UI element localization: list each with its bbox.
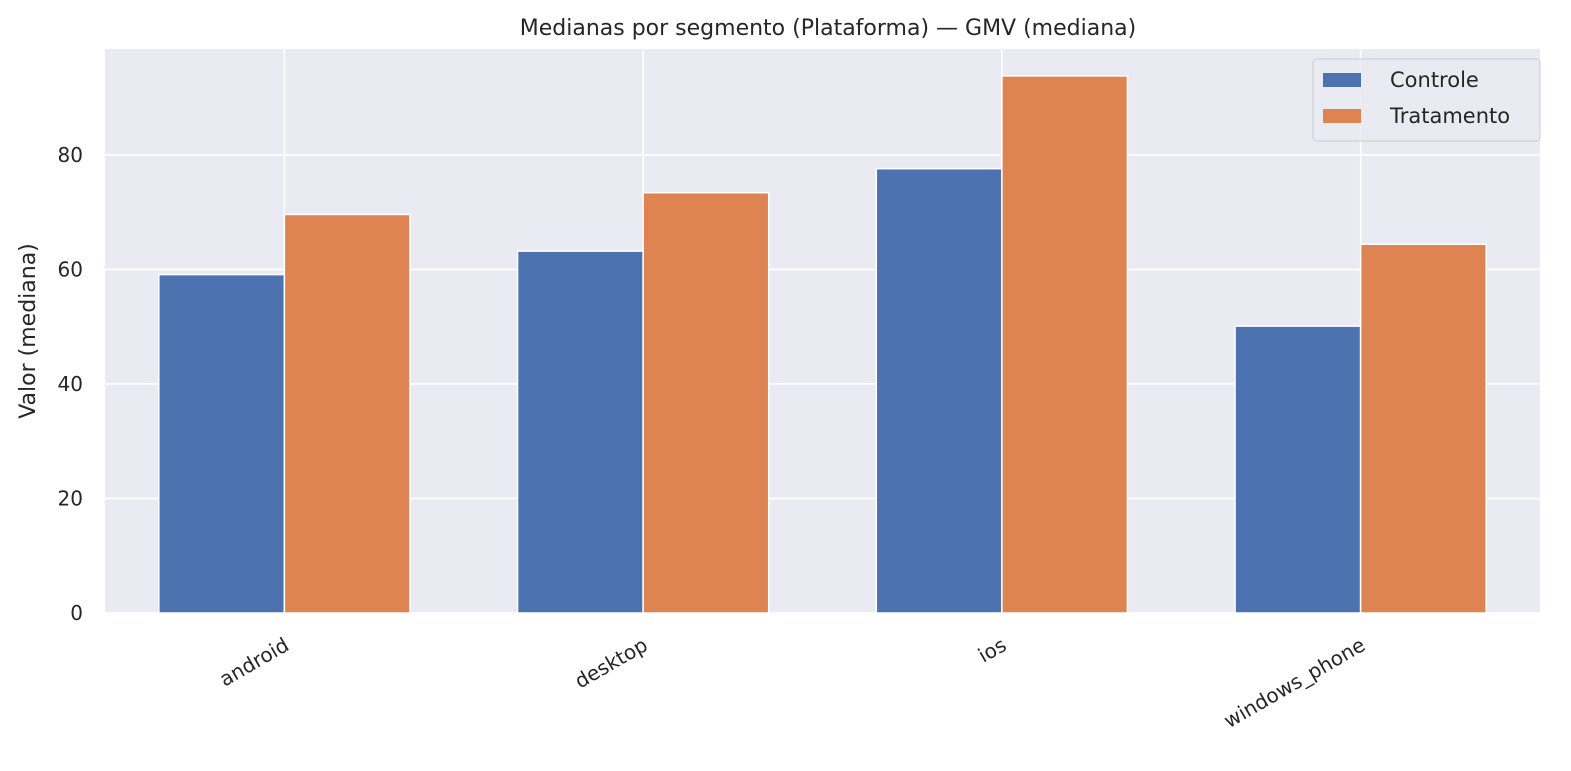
bar-tratamento-windows_phone — [1359, 243, 1487, 614]
x-tick-label: desktop — [571, 633, 652, 694]
chart-title: Medianas por segmento (Plataforma) — GMV… — [520, 16, 1136, 41]
legend-swatch — [1323, 109, 1361, 123]
legend-label: Controle — [1390, 68, 1479, 92]
legend-swatch — [1323, 73, 1361, 87]
bars — [158, 75, 1487, 614]
x-axis-ticks: android desktop ios windows_phone — [215, 633, 1369, 733]
x-tick-label: ios — [974, 633, 1010, 668]
y-tick-label: 40 — [58, 372, 83, 396]
x-tick-label: android — [215, 633, 293, 692]
bar-controle-ios — [875, 167, 1003, 614]
bar-tratamento-android — [283, 213, 411, 614]
x-tick-label: windows_phone — [1220, 633, 1370, 733]
bar-tratamento-desktop — [642, 191, 770, 614]
y-tick-label: 80 — [58, 143, 83, 167]
bar-controle-windows_phone — [1234, 325, 1362, 614]
y-axis-label: Valor (mediana) — [16, 243, 41, 419]
legend: Controle Tratamento — [1312, 58, 1541, 142]
bar-tratamento-ios — [1001, 75, 1129, 614]
bar-controle-android — [158, 273, 286, 614]
legend-box — [1312, 58, 1541, 142]
bar-controle-desktop — [516, 250, 644, 614]
y-tick-label: 60 — [58, 257, 83, 281]
legend-label: Tratamento — [1389, 104, 1510, 128]
y-tick-label: 20 — [58, 486, 83, 510]
y-axis-ticks: 0 20 40 60 80 — [58, 143, 83, 625]
y-tick-label: 0 — [70, 601, 83, 625]
